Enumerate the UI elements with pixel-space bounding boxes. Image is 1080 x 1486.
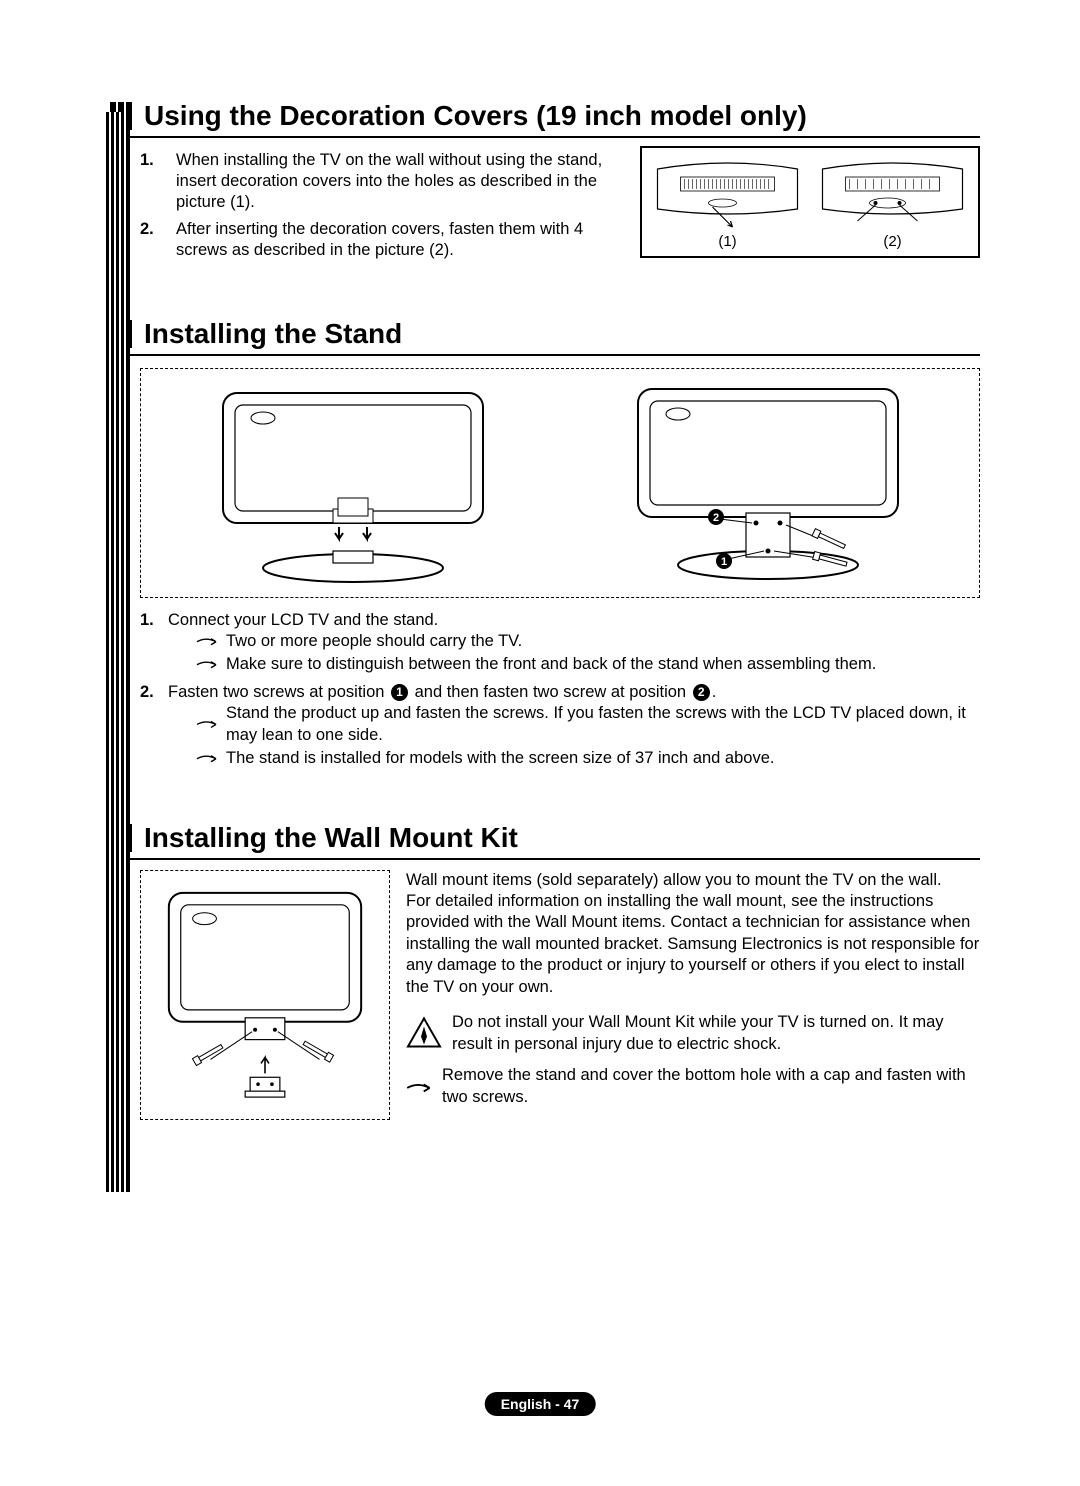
tv-stand-sketch-2-icon: 2 1 — [598, 383, 938, 583]
step-text: After inserting the decoration covers, f… — [176, 219, 628, 261]
note-text: Remove the stand and cover the bottom ho… — [442, 1065, 980, 1108]
note-row: Remove the stand and cover the bottom ho… — [406, 1065, 980, 1108]
note-arrow-icon — [196, 631, 218, 652]
wall-mount-figure-box — [140, 870, 390, 1120]
tv-bottom-sketch-icon — [813, 159, 972, 231]
step-text-part: and then fasten two screw at position — [410, 683, 691, 701]
tv-stand-sketch-1-icon — [183, 383, 523, 583]
step-text: When installing the TV on the wall witho… — [176, 150, 628, 213]
note-text: Stand the product up and fasten the scre… — [226, 703, 980, 746]
circled-number-icon: 2 — [693, 684, 710, 701]
step-number: 1. — [140, 150, 162, 213]
note-row: Two or more people should carry the TV. — [196, 631, 876, 652]
step-text-part: . — [712, 683, 717, 701]
note-arrow-icon — [196, 703, 218, 746]
note-row: The stand is installed for models with t… — [196, 748, 980, 769]
section-header: Using the Decoration Covers (19 inch mod… — [110, 100, 980, 138]
stand-steps-list: 1. Connect your LCD TV and the stand. Tw… — [140, 610, 980, 772]
warning-row: Do not install your Wall Mount Kit while… — [406, 1012, 980, 1055]
list-item: 1. When installing the TV on the wall wi… — [140, 150, 628, 213]
step-number: 2. — [140, 219, 162, 261]
decoration-steps-list: 1. When installing the TV on the wall wi… — [140, 150, 628, 268]
note-arrow-icon — [196, 654, 218, 675]
section-decoration-covers: Using the Decoration Covers (19 inch mod… — [100, 100, 980, 268]
stand-figure-box: 2 1 — [140, 368, 980, 598]
section-installing-stand: Installing the Stand 2 1 — [100, 318, 980, 772]
list-item: 2. Fasten two screws at position 1 and t… — [140, 682, 980, 772]
page-edge-band — [106, 112, 130, 1192]
step-text-part: Fasten two screws at position — [168, 683, 389, 701]
section-wall-mount: Installing the Wall Mount Kit Wall mount… — [100, 822, 980, 1120]
page-footer: English - 47 — [485, 1392, 596, 1416]
note-text: Two or more people should carry the TV. — [226, 631, 522, 652]
step-number: 1. — [140, 610, 158, 678]
note-text: Make sure to distinguish between the fro… — [226, 654, 876, 675]
decoration-figure-box: (1) (2) — [640, 146, 980, 258]
figure-1: (1) — [648, 154, 807, 250]
list-item: 2. After inserting the decoration covers… — [140, 219, 628, 261]
figure-label: (2) — [883, 233, 901, 250]
wall-mount-text-block: Wall mount items (sold separately) allow… — [406, 870, 980, 1120]
tv-wall-mount-sketch-icon — [151, 881, 379, 1109]
wall-mount-paragraph: Wall mount items (sold separately) allow… — [406, 870, 980, 999]
warning-triangle-icon — [406, 1012, 442, 1055]
section-header: Installing the Stand — [110, 318, 980, 356]
note-text: The stand is installed for models with t… — [226, 748, 774, 769]
tv-bottom-sketch-icon — [648, 159, 807, 231]
section-header: Installing the Wall Mount Kit — [110, 822, 980, 860]
step-text: Connect your LCD TV and the stand. — [168, 611, 438, 629]
list-item: 1. Connect your LCD TV and the stand. Tw… — [140, 610, 980, 678]
note-arrow-icon — [406, 1068, 432, 1108]
section-title: Installing the Wall Mount Kit — [144, 822, 518, 854]
step-number: 2. — [140, 682, 158, 772]
section-title: Using the Decoration Covers (19 inch mod… — [144, 100, 807, 132]
svg-text:2: 2 — [712, 512, 718, 524]
section-title: Installing the Stand — [144, 318, 402, 350]
note-row: Make sure to distinguish between the fro… — [196, 654, 876, 675]
figure-label: (1) — [718, 233, 736, 250]
circled-number-icon: 1 — [391, 684, 408, 701]
warning-text: Do not install your Wall Mount Kit while… — [452, 1012, 980, 1055]
note-row: Stand the product up and fasten the scre… — [196, 703, 980, 746]
note-arrow-icon — [196, 748, 218, 769]
svg-text:1: 1 — [720, 556, 726, 568]
figure-2: (2) — [813, 154, 972, 250]
